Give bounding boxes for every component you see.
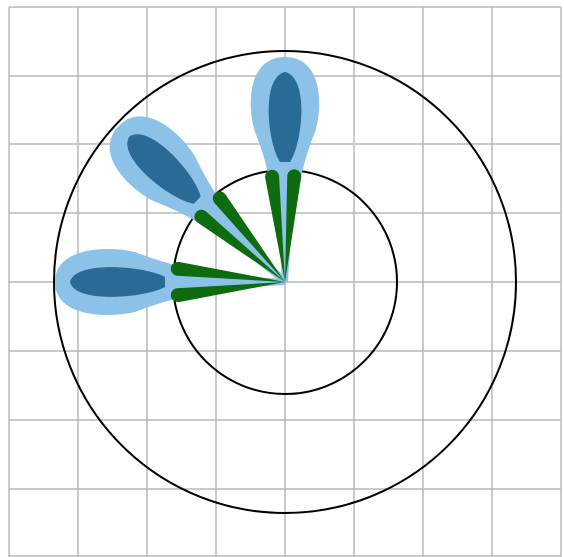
- petal: [250, 57, 320, 282]
- petal-inner: [70, 267, 165, 297]
- petal: [109, 116, 288, 285]
- petal-inner: [127, 134, 201, 204]
- spokes: [170, 169, 302, 303]
- spoke: [285, 169, 302, 282]
- spoke: [170, 261, 285, 282]
- petals: [55, 57, 320, 315]
- spoke: [212, 191, 285, 282]
- petal-inner: [268, 72, 302, 162]
- spoke: [170, 282, 285, 303]
- outer-circle: [53, 50, 517, 514]
- spoke: [194, 209, 285, 282]
- spoke: [265, 169, 285, 282]
- petal: [55, 249, 285, 315]
- petal-outer: [250, 57, 320, 282]
- petal-outer: [55, 249, 285, 315]
